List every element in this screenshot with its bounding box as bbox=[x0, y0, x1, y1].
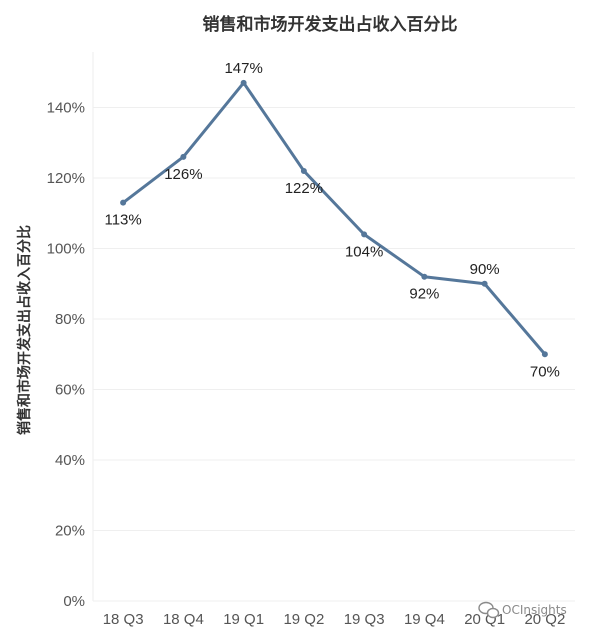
y-tick-label: 40% bbox=[55, 452, 85, 469]
y-tick-label: 120% bbox=[47, 170, 85, 187]
data-point bbox=[180, 153, 187, 160]
data-point bbox=[240, 79, 247, 86]
x-tick-label: 19 Q1 bbox=[223, 611, 264, 628]
watermark-text: OCInsights bbox=[502, 603, 567, 617]
data-label: 147% bbox=[224, 60, 262, 77]
x-tick-label: 19 Q2 bbox=[283, 611, 324, 628]
watermark: OCInsights bbox=[478, 601, 567, 619]
data-point bbox=[541, 351, 548, 358]
y-axis-ticks: 0% 20% 40% 60% 80% 100% 120% 140% bbox=[47, 100, 85, 611]
x-tick-label: 19 Q4 bbox=[404, 611, 445, 628]
data-label: 90% bbox=[470, 261, 500, 278]
y-tick-label: 60% bbox=[55, 382, 85, 399]
x-tick-label: 19 Q3 bbox=[344, 611, 385, 628]
x-tick-label: 18 Q3 bbox=[103, 611, 144, 628]
data-labels: 113% 126% 147% 122% 104% 92% 90% 70% bbox=[104, 60, 559, 380]
data-label: 113% bbox=[104, 212, 141, 229]
data-point bbox=[481, 280, 488, 287]
data-point bbox=[421, 273, 428, 280]
data-label: 122% bbox=[285, 180, 323, 197]
data-point bbox=[300, 167, 307, 174]
y-tick-label: 20% bbox=[55, 523, 85, 540]
y-tick-label: 0% bbox=[63, 593, 85, 610]
data-label: 104% bbox=[345, 243, 383, 260]
series-line bbox=[121, 81, 547, 356]
data-point bbox=[120, 199, 127, 206]
y-axis-label: 销售和市场开发支出占收入百分比 bbox=[16, 225, 33, 435]
x-tick-label: 20 Q2 bbox=[524, 611, 565, 628]
chart-title: 销售和市场开发支出占收入百分比 bbox=[203, 14, 458, 35]
gridlines bbox=[92, 52, 575, 602]
y-tick-label: 80% bbox=[55, 311, 85, 328]
data-label: 92% bbox=[409, 286, 439, 303]
x-axis-ticks: 18 Q3 18 Q4 19 Q1 19 Q2 19 Q3 19 Q4 20 Q1 20 Q2 bbox=[103, 611, 566, 628]
data-label: 126% bbox=[164, 166, 202, 183]
y-tick-label: 100% bbox=[47, 241, 85, 258]
series-line-group bbox=[120, 79, 548, 358]
data-label: 70% bbox=[530, 363, 560, 380]
data-point bbox=[361, 231, 368, 238]
x-tick-label: 18 Q4 bbox=[163, 611, 204, 628]
wechat-icon bbox=[478, 601, 500, 619]
y-tick-label: 140% bbox=[47, 100, 85, 117]
